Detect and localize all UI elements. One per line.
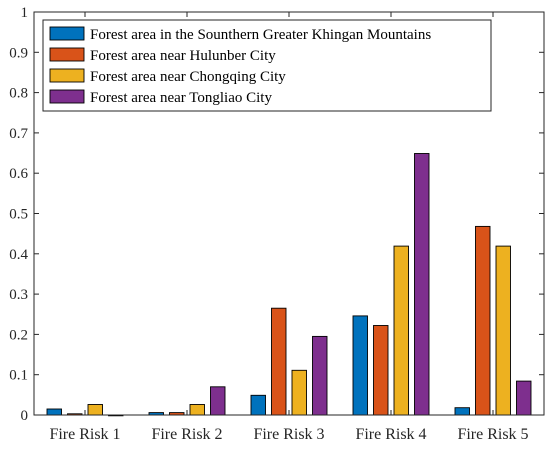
legend-label: Forest area near Tongliao City (90, 90, 272, 106)
bar-1-series-3 (87, 404, 103, 416)
bar-3-series-1 (250, 394, 266, 416)
y-tick-label: 0.5 (9, 207, 28, 223)
legend-swatch (49, 89, 85, 104)
legend-swatch (49, 47, 85, 62)
y-tick-label: 0 (21, 408, 29, 424)
bar-3-series-3 (291, 369, 307, 416)
legend-swatch (49, 26, 85, 41)
y-tick-label: 0.9 (9, 45, 28, 61)
bar-3-series-2 (271, 307, 287, 416)
x-tick-label: Fire Risk 3 (253, 426, 324, 443)
legend-swatch (49, 68, 85, 83)
bar-5-series-4 (516, 380, 532, 416)
bar-4-series-4 (414, 153, 430, 416)
bar-4-series-1 (352, 315, 368, 416)
x-tick-label: Fire Risk 2 (151, 426, 222, 443)
bar-4-series-2 (373, 325, 389, 416)
axes-group: 0 0.1 0.2 0.3 0.4 0.5 0.6 0.7 0.8 0.9 1 Fire Risk 1… (9, 5, 545, 443)
legend-label: Forest area near Chongqing City (90, 69, 286, 85)
y-tick-label: 0.3 (9, 287, 28, 303)
y-tick-label: 0.8 (9, 86, 28, 102)
bar-3-series-4 (312, 335, 328, 416)
bar-5-series-3 (495, 245, 511, 416)
bars-group (46, 153, 532, 417)
bar-2-series-3 (189, 404, 205, 416)
x-tick-label: Fire Risk 1 (49, 426, 120, 443)
bar-1-series-1 (46, 408, 62, 416)
bar-2-series-4 (210, 386, 226, 416)
y-tick-label: 1 (21, 5, 29, 21)
legend-label: Forest area in the Sounthern Greater Khi… (90, 27, 431, 43)
y-tick-label: 0.4 (9, 247, 28, 263)
x-tick-label: Fire Risk 5 (457, 426, 528, 443)
y-tick-label: 0.6 (9, 166, 28, 182)
y-tick-label: 0.1 (9, 368, 28, 384)
legend: Forest area in the Sounthern Greater Khi… (42, 19, 492, 112)
legend-label: Forest area near Hulunber City (90, 48, 276, 64)
bar-5-series-2 (475, 225, 491, 416)
y-tick-label: 0.7 (9, 126, 28, 142)
x-tick-label: Fire Risk 4 (355, 426, 426, 443)
legend-box (42, 19, 492, 112)
bar-5-series-1 (454, 407, 470, 416)
y-tick-label: 0.2 (9, 327, 28, 343)
bar-4-series-3 (393, 245, 409, 416)
